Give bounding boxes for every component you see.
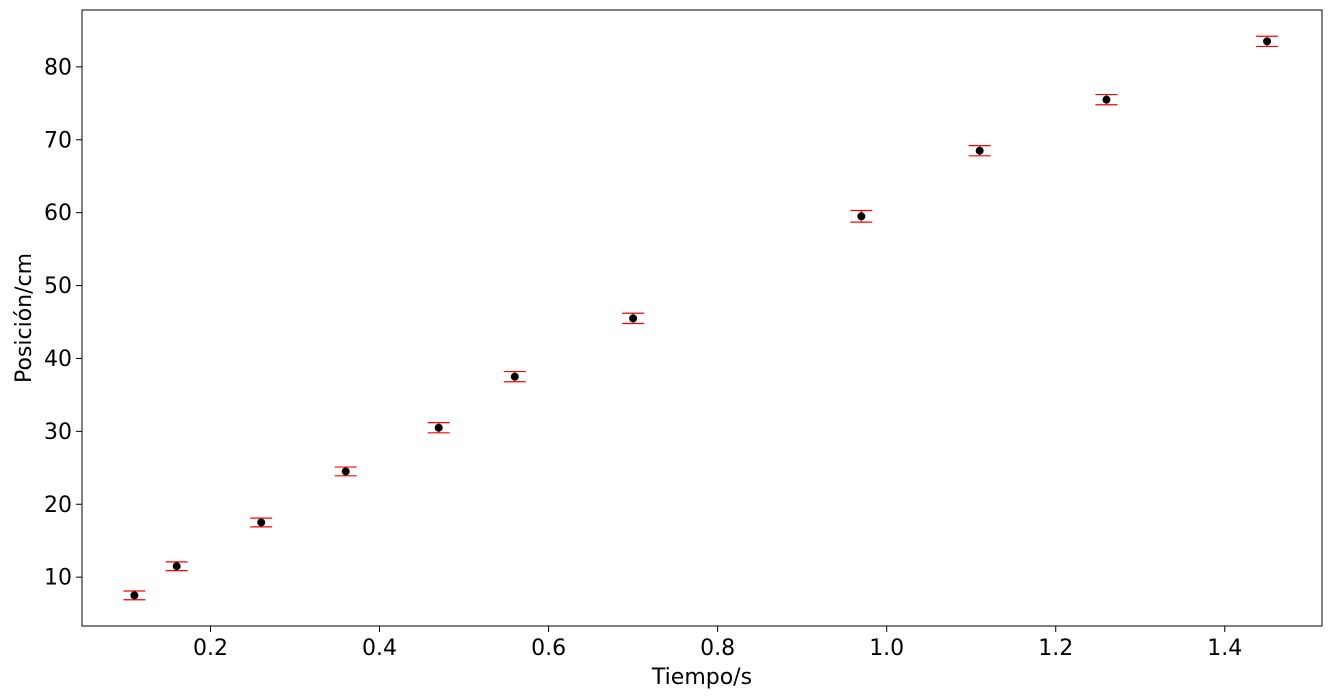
data-point — [629, 314, 638, 323]
y-tick-label: 50 — [44, 274, 72, 299]
x-tick-label: 1.0 — [869, 636, 904, 661]
data-point — [341, 467, 350, 476]
x-axis-label: Tiempo/s — [651, 665, 752, 690]
plot-frame — [81, 9, 1323, 627]
y-tick-label: 40 — [44, 347, 72, 372]
data-point — [1102, 95, 1111, 104]
data-point — [172, 562, 181, 571]
x-tick-label: 0.8 — [700, 636, 735, 661]
x-tick-label: 1.4 — [1207, 636, 1242, 661]
x-tick-label: 1.2 — [1038, 636, 1073, 661]
y-tick-label: 20 — [44, 493, 72, 518]
y-axis-label: Posición/cm — [12, 253, 37, 383]
data-point — [975, 146, 984, 155]
data-point — [510, 372, 519, 381]
y-tick-label: 30 — [44, 420, 72, 445]
plot-background — [82, 10, 1322, 626]
y-tick-label: 10 — [44, 566, 72, 591]
data-point — [130, 591, 139, 600]
y-tick-label: 70 — [44, 128, 72, 153]
data-point — [1263, 37, 1272, 46]
data-point — [857, 212, 866, 221]
data-points — [130, 37, 1272, 600]
y-tick-label: 60 — [44, 201, 72, 226]
x-tick-label: 0.2 — [193, 636, 228, 661]
x-tick-label: 0.4 — [362, 636, 397, 661]
data-point — [434, 423, 443, 432]
y-axis-ticks: 10 20 30 40 50 60 70 80 — [44, 55, 82, 591]
data-point — [257, 518, 266, 527]
y-tick-label: 80 — [44, 55, 72, 80]
x-axis-ticks: 0.2 0.4 0.6 0.8 1.0 1.2 1.4 — [193, 626, 1242, 661]
x-tick-label: 0.6 — [531, 636, 566, 661]
